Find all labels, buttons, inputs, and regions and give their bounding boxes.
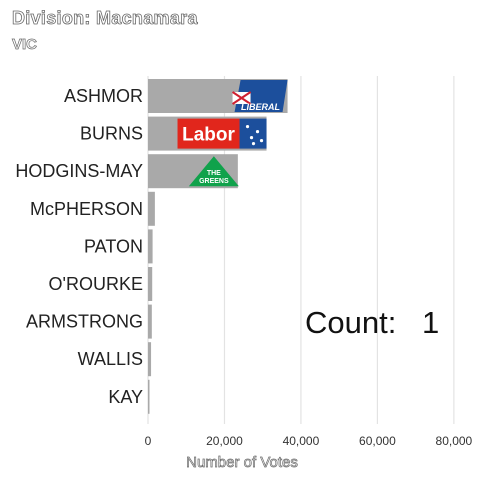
star-icon	[251, 142, 256, 146]
greens-logo-triangle	[188, 156, 239, 187]
category-label: KAY	[108, 387, 143, 407]
x-tick-label: 20,000	[206, 434, 243, 448]
labor-logo-text: Labor	[182, 125, 235, 146]
bar	[148, 379, 150, 414]
liberal-logo: LIBERAL	[232, 80, 288, 112]
labor-logo-red	[177, 118, 240, 149]
chart-title: Division: Macnamara	[12, 8, 198, 29]
category-label: McPHERSON	[30, 199, 143, 219]
greens-logo-text: THE	[207, 170, 221, 177]
star-icon	[249, 136, 254, 140]
x-axis-ticks: 0 20,000 40,000 60,000 80,000	[145, 434, 473, 448]
chart-subtitle: VIC	[12, 36, 38, 54]
star-icon	[255, 130, 260, 134]
x-tick-label: 60,000	[359, 434, 396, 448]
x-tick-label: 0	[145, 434, 152, 448]
category-label: ARMSTRONG	[26, 312, 143, 332]
count-value: 1	[422, 305, 439, 340]
bar	[148, 342, 152, 377]
category-labels: ASHMOR BURNS HODGINS-MAY McPHERSON PATON O'RO…	[15, 86, 143, 407]
category-label: PATON	[84, 236, 143, 256]
labor-logo: Labor	[177, 118, 267, 149]
bar	[148, 267, 153, 301]
category-label: WALLIS	[78, 349, 143, 369]
bar	[148, 191, 155, 226]
flag-stripe	[232, 91, 252, 105]
category-label: ASHMOR	[64, 86, 143, 106]
x-tick-label: 80,000	[436, 434, 473, 448]
liberal-logo-text: LIBERAL	[241, 102, 280, 112]
category-label: O'ROURKE	[49, 274, 143, 294]
count-label: Count:	[305, 305, 396, 340]
x-axis-title: Number of Votes	[186, 454, 298, 471]
x-tick-label: 40,000	[283, 434, 320, 448]
star-icon	[259, 139, 264, 143]
category-label: BURNS	[80, 124, 143, 144]
greens-logo-text: GREENS	[199, 178, 229, 185]
star-icon	[245, 125, 250, 129]
bar	[148, 304, 152, 339]
bar	[148, 229, 153, 264]
category-label: HODGINS-MAY	[15, 161, 143, 181]
